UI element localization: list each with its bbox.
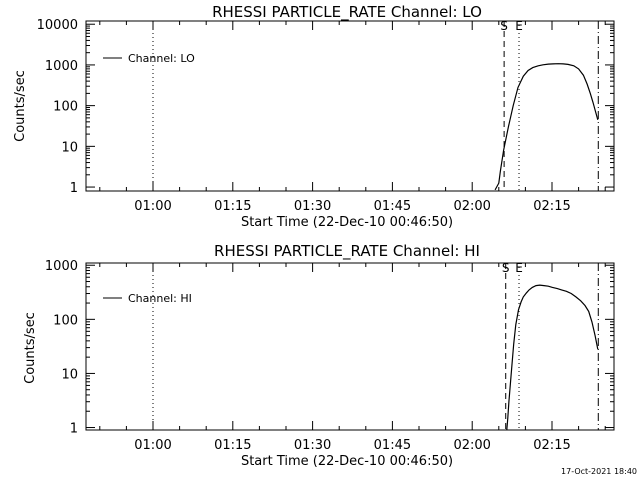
x-tick-label: 02:15: [533, 438, 570, 453]
y-axis-label: Counts/sec: [13, 70, 28, 142]
ticks: 01:00 01:15 01:30 01:45 02:00 02:15 1 10 100 1000: [45, 259, 614, 453]
x-axis-label: Start Time (22-Dec-10 00:46:50): [241, 215, 453, 230]
plot-frame: [85, 262, 615, 431]
marker-label-e: E: [515, 19, 523, 33]
chart-title: RHESSI PARTICLE_RATE Channel: LO: [212, 3, 482, 22]
y-tick-label: 1000: [45, 59, 78, 74]
x-axis-label: Start Time (22-Dec-10 00:46:50): [241, 454, 453, 469]
y-tick-label: 100: [53, 313, 78, 328]
series: [506, 284, 599, 431]
legend-label: Channel: HI: [128, 292, 192, 305]
y-tick-label: 100: [53, 100, 78, 115]
plot-frame: [85, 20, 615, 192]
x-tick-label: 01:00: [134, 199, 171, 214]
legend: Channel: LO: [103, 52, 195, 65]
marker-label-e: E: [515, 261, 523, 275]
x-tick-label: 01:15: [214, 438, 251, 453]
x-tick-label: 01:00: [134, 438, 171, 453]
x-tick-label: 02:15: [533, 199, 570, 214]
series-line: [494, 63, 599, 191]
y-tick-label: 10000: [37, 18, 78, 33]
chart-panel-hi: RHESSI PARTICLE_RATE Channel: HI Counts/…: [23, 242, 615, 469]
x-tick-label: 01:30: [294, 199, 331, 214]
x-tick-label: 02:00: [453, 438, 490, 453]
marker-label-s: S: [502, 261, 510, 275]
series: [494, 63, 599, 191]
ticks: 01:00 01:15 01:30 01:45 02:00 02:15 1 10 100 1000…: [37, 18, 614, 214]
x-tick-label: 02:00: [453, 199, 490, 214]
legend: Channel: HI: [103, 292, 192, 305]
chart-title: RHESSI PARTICLE_RATE Channel: HI: [214, 242, 480, 261]
y-axis-label: Counts/sec: [23, 312, 38, 384]
x-tick-label: 01:30: [294, 438, 331, 453]
y-tick-label: 10: [61, 367, 78, 382]
y-tick-label: 1: [70, 181, 78, 196]
legend-label: Channel: LO: [128, 52, 195, 65]
y-tick-label: 1000: [45, 259, 78, 274]
y-tick-label: 10: [61, 140, 78, 155]
chart-panel-lo: RHESSI PARTICLE_RATE Channel: LO Counts/…: [13, 3, 615, 230]
y-tick-label: 1: [70, 422, 78, 437]
series-line: [506, 284, 599, 431]
footer-timestamp: 17-Oct-2021 18:40: [561, 467, 637, 476]
x-tick-label: 01:15: [214, 199, 251, 214]
x-tick-label: 01:45: [374, 199, 411, 214]
marker-label-s: S: [500, 19, 508, 33]
x-tick-label: 01:45: [374, 438, 411, 453]
